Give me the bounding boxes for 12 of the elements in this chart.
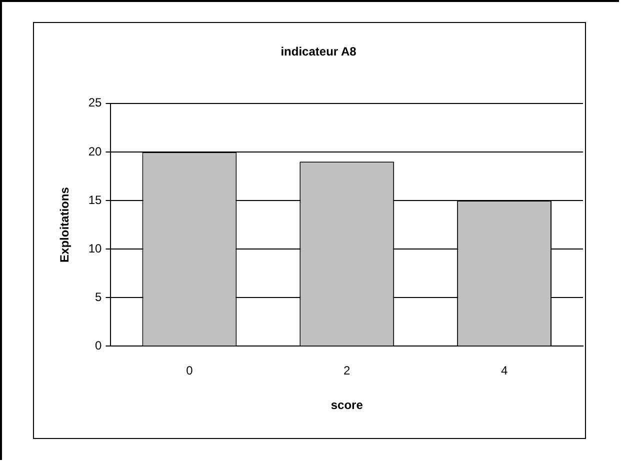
y-tick-label: 20: [88, 144, 102, 158]
x-axis-title: score: [330, 398, 364, 412]
y-tick-label: 25: [88, 96, 102, 110]
y-axis-title: Exploitations: [58, 186, 72, 262]
y-tick-label: 5: [95, 290, 102, 304]
x-tick-label: 0: [186, 364, 194, 378]
x-tick-label: 2: [344, 364, 351, 378]
x-tick-label: 4: [500, 364, 508, 378]
y-tick-label: 15: [88, 192, 102, 207]
y-tick-label: 0: [95, 338, 102, 353]
y-tick-label: 10: [88, 241, 102, 256]
chart-title: indicateur A8: [280, 44, 357, 59]
